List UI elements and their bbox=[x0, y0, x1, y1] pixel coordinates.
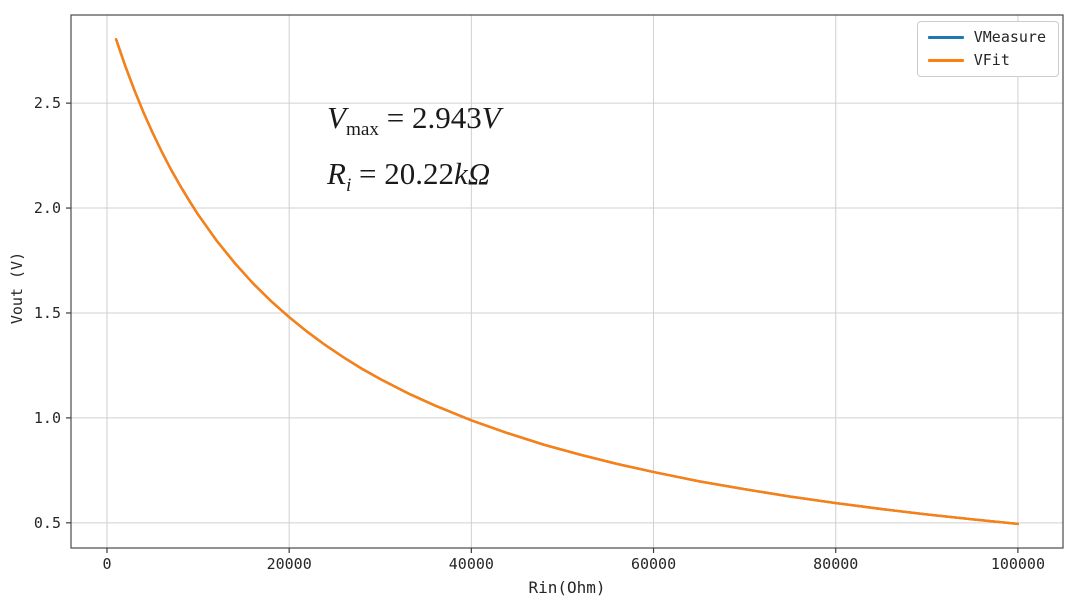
series-lines bbox=[114, 38, 1020, 526]
vmax-subscript: max bbox=[345, 119, 379, 141]
series-line-vfit bbox=[114, 38, 1020, 526]
x-tick-label: 60000 bbox=[631, 555, 676, 573]
legend-line-swatch bbox=[927, 59, 964, 62]
axes-spines bbox=[70, 14, 1064, 549]
ri-value: 20.22 bbox=[384, 156, 455, 191]
gridlines bbox=[71, 15, 1063, 548]
ri-subscript: i bbox=[345, 175, 352, 197]
plot-border bbox=[70, 14, 1064, 549]
legend-item-vmeasure: VMeasure bbox=[927, 28, 1046, 46]
ri-equation: Ri = 20.22kΩ bbox=[327, 146, 501, 202]
legend-item-vfit: VFit bbox=[927, 51, 1046, 69]
ri-symbol: R bbox=[327, 156, 346, 191]
tick-marks bbox=[66, 102, 1019, 553]
x-axis-label: Rin(Ohm) bbox=[528, 578, 605, 597]
x-tick-label: 20000 bbox=[267, 555, 312, 573]
y-tick-label: 1.5 bbox=[34, 304, 61, 322]
x-tick-label: 100000 bbox=[991, 555, 1045, 573]
ri-unit: kΩ bbox=[454, 156, 491, 191]
legend: VMeasure VFit bbox=[916, 21, 1059, 77]
tick-labels: 0 20000 40000 60000 80000 100000 0.5 1.0 1.5 2.0 2… bbox=[34, 94, 1045, 573]
x-tick-label: 80000 bbox=[813, 555, 858, 573]
y-tick-label: 2.0 bbox=[34, 199, 61, 217]
fit-parameters-annotation: Vmax = 2.943V Ri = 20.22kΩ bbox=[327, 90, 501, 202]
vmax-equation: Vmax = 2.943V bbox=[327, 90, 501, 146]
ri-equals: = bbox=[351, 156, 385, 191]
x-tick-label: 0 bbox=[102, 555, 111, 573]
legend-line-swatch bbox=[927, 36, 964, 39]
y-tick-label: 2.5 bbox=[34, 94, 61, 112]
legend-label: VMeasure bbox=[973, 28, 1046, 46]
y-axis-label: Vout (V) bbox=[8, 252, 26, 324]
vmax-symbol: V bbox=[327, 100, 346, 135]
vmax-unit: V bbox=[481, 100, 501, 135]
y-tick-label: 1.0 bbox=[34, 409, 61, 427]
x-tick-label: 40000 bbox=[449, 555, 494, 573]
vmax-equals: = bbox=[379, 100, 412, 135]
legend-label: VFit bbox=[973, 51, 1010, 69]
y-tick-label: 0.5 bbox=[34, 514, 61, 532]
vmax-value: 2.943 bbox=[411, 100, 482, 135]
